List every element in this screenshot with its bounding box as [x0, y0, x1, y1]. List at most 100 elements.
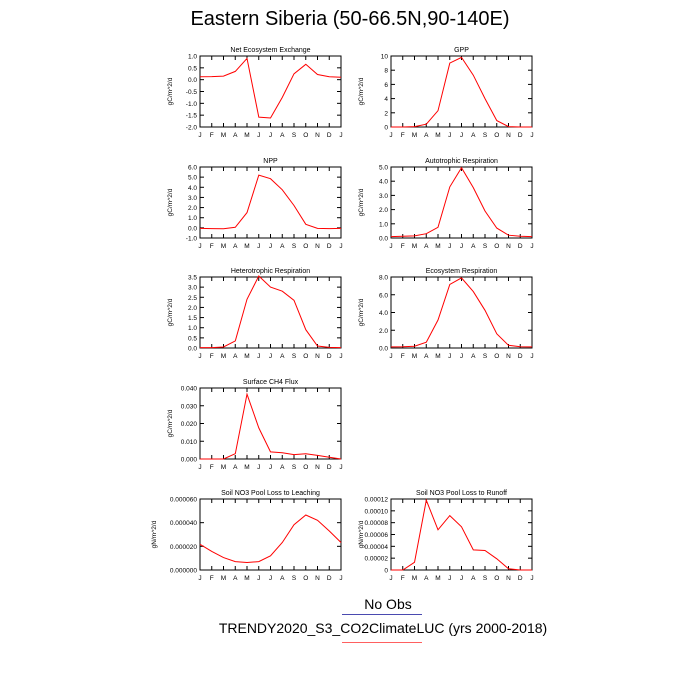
y-axis-label: gN/m^2/d	[151, 520, 158, 548]
x-tick-label: A	[471, 132, 476, 139]
y-tick-label: 5.0	[379, 165, 388, 172]
plot-frame	[390, 55, 533, 128]
y-tick-label: 1.0	[188, 54, 197, 61]
series-line	[390, 277, 533, 348]
x-tick-label: S	[483, 353, 488, 360]
chart-panel: Ecosystem Respiration gC/m^2/d 0.0 2.0 4.0 6.…	[358, 268, 534, 360]
y-tick-label: 0.0	[188, 225, 197, 232]
x-tick-label: S	[292, 132, 297, 139]
x-tick-label: F	[401, 353, 405, 360]
x-tick-label: J	[389, 243, 392, 250]
x-tick-label: A	[424, 353, 429, 360]
x-tick-label: M	[412, 132, 417, 139]
y-tick-label: 1.0	[379, 221, 388, 228]
y-tick-label: 10	[381, 54, 389, 61]
y-tick-label: 8.0	[379, 275, 388, 282]
x-tick-label: A	[280, 464, 285, 471]
x-tick-label: A	[424, 575, 429, 582]
x-tick-label: J	[460, 575, 463, 582]
x-tick-label: A	[233, 575, 238, 582]
x-tick-label: J	[460, 353, 463, 360]
series-line	[391, 56, 532, 128]
x-tick-label: A	[233, 132, 238, 139]
x-tick-label: M	[412, 575, 417, 582]
x-tick-label: N	[315, 575, 320, 582]
chart-title: Autotrophic Respiration	[425, 158, 498, 165]
y-tick-label: 0.030	[181, 403, 198, 410]
x-tick-label: J	[269, 132, 272, 139]
x-tick-label: F	[210, 575, 214, 582]
chart-title: Soil NO3 Pool Loss to Runoff	[416, 490, 507, 497]
x-tick-label: F	[401, 243, 405, 250]
y-tick-label: 3.5	[188, 275, 197, 282]
x-tick-label: J	[339, 353, 342, 360]
x-tick-label: M	[244, 464, 249, 471]
series-line	[199, 174, 342, 230]
y-axis-label: gC/m^2/d	[358, 188, 365, 216]
x-tick-label: J	[389, 575, 392, 582]
x-tick-label: A	[424, 243, 429, 250]
legend-line-obs	[342, 614, 422, 615]
x-tick-label: M	[435, 132, 440, 139]
y-tick-label: 0.000	[181, 457, 198, 464]
chart-panel: Surface CH4 Flux gC/m^2/d 0.000 0.010 0.020 0…	[167, 379, 343, 471]
y-tick-label: 4.0	[188, 185, 197, 192]
x-tick-label: O	[303, 464, 308, 471]
y-tick-label: 0.0	[188, 346, 197, 353]
x-tick-label: J	[448, 243, 451, 250]
x-tick-label: J	[448, 575, 451, 582]
x-tick-label: J	[339, 243, 342, 250]
x-tick-label: J	[257, 575, 260, 582]
x-tick-label: O	[494, 132, 499, 139]
y-tick-label: 2.0	[379, 328, 388, 335]
x-tick-label: F	[210, 464, 214, 471]
y-tick-label: 0.5	[188, 335, 197, 342]
y-axis-label: gC/m^2/d	[167, 298, 174, 326]
y-axis-label: gC/m^2/d	[358, 298, 365, 326]
x-tick-label: O	[494, 575, 499, 582]
x-tick-label: D	[518, 353, 523, 360]
x-tick-label: J	[198, 353, 201, 360]
x-tick-label: F	[210, 132, 214, 139]
x-tick-label: D	[327, 132, 332, 139]
x-tick-label: D	[327, 464, 332, 471]
x-tick-label: O	[303, 132, 308, 139]
y-tick-label: 0.000040	[170, 520, 197, 527]
chart-panel: Autotrophic Respiration gC/m^2/d 0.0 1.0 2.0…	[358, 158, 534, 250]
y-tick-label: 0.010	[181, 439, 198, 446]
y-tick-label: 3.0	[188, 195, 197, 202]
series-line	[200, 275, 342, 349]
x-tick-label: O	[494, 243, 499, 250]
series-line	[200, 392, 342, 460]
y-tick-label: 6.0	[188, 165, 197, 172]
x-tick-label: J	[389, 132, 392, 139]
x-tick-label: A	[233, 464, 238, 471]
y-tick-label: 1.5	[188, 315, 197, 322]
x-tick-label: J	[448, 132, 451, 139]
y-tick-label: 0.0	[379, 346, 388, 353]
x-tick-label: S	[292, 464, 297, 471]
y-tick-label: 0.0	[379, 236, 388, 243]
x-tick-label: F	[401, 132, 405, 139]
y-axis-label: gN/m^2/d	[358, 520, 365, 548]
x-tick-label: J	[339, 132, 342, 139]
x-tick-label: J	[530, 575, 533, 582]
series-line	[391, 498, 532, 571]
y-tick-label: 1.0	[188, 325, 197, 332]
x-tick-label: D	[327, 353, 332, 360]
x-tick-label: J	[198, 243, 201, 250]
y-axis-label: gC/m^2/d	[167, 188, 174, 216]
chart-panel: Soil NO3 Pool Loss to Runoff gN/m^2/d 0 0.0…	[358, 490, 534, 582]
x-tick-label: A	[233, 243, 238, 250]
x-tick-label: N	[506, 353, 511, 360]
plot-frame	[199, 55, 342, 128]
x-tick-label: O	[303, 243, 308, 250]
chart-panel: Heterotrophic Respiration gC/m^2/d 0.0 0.5 1…	[167, 268, 343, 360]
x-tick-label: J	[269, 243, 272, 250]
y-tick-label: -1.0	[186, 101, 198, 108]
x-tick-label: J	[257, 353, 260, 360]
y-tick-label: 3.0	[188, 285, 197, 292]
series-line	[199, 57, 342, 119]
